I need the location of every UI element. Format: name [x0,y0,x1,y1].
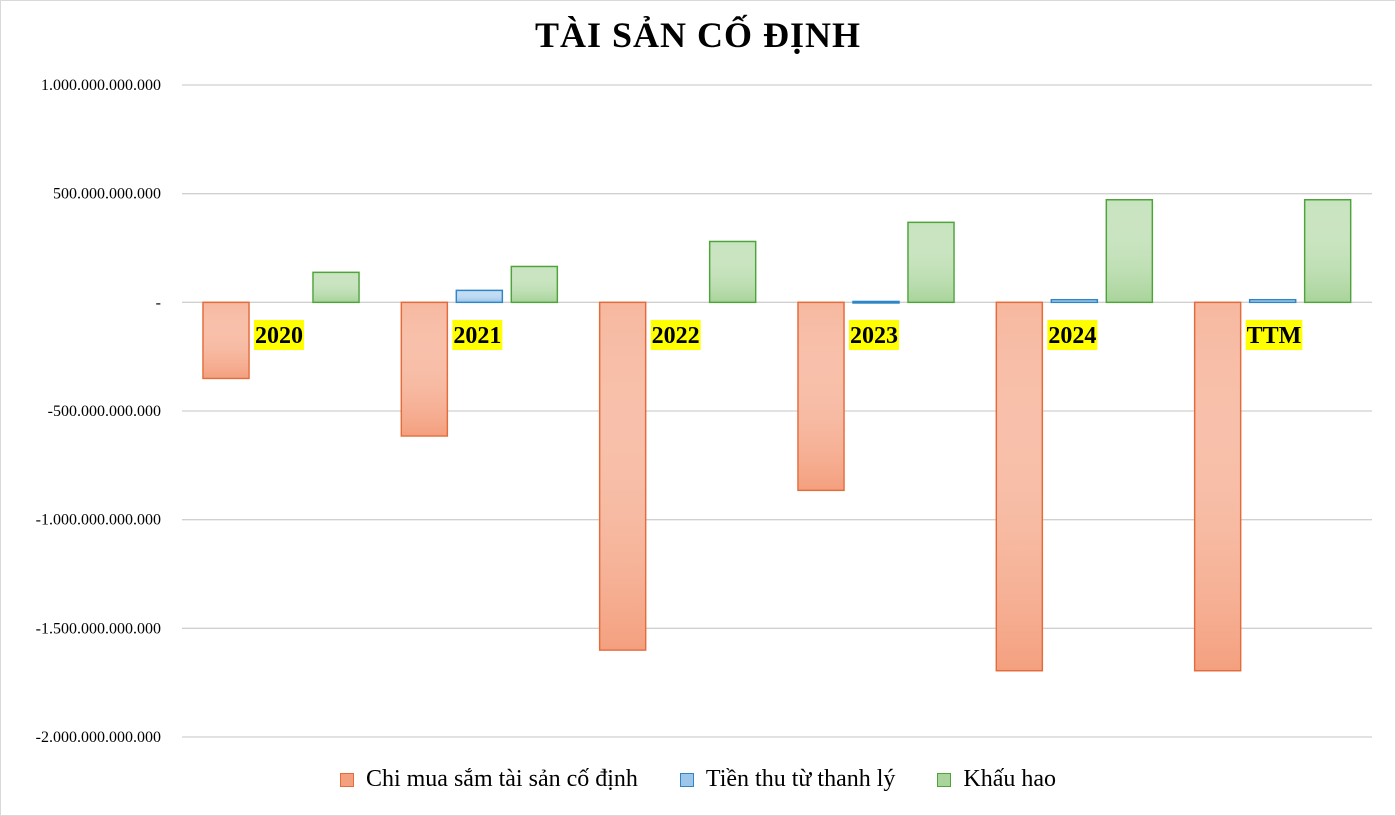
bar-shine-2-2021 [512,267,557,302]
legend-label-disposal: Tiền thu từ thanh lý [705,766,896,792]
category-label-2024: 2024 [1048,323,1096,349]
bar-shine-0-2020 [203,303,249,378]
category-label-bg-2023 [849,320,899,350]
bar-shine-2-2023 [908,223,954,302]
y-tick-label-3: -500.000.000.000 [48,403,161,420]
chart-title: TÀI SẢN CỐ ĐỊNH [534,15,862,55]
category-label-bg-2022 [650,320,701,350]
bar-chart: 1.000.000.000.000 500.000.000.000 - -500.00… [36,77,1372,746]
bar-shine-2-2022 [710,242,755,302]
y-tick-label-5: -1.500.000.000.000 [36,620,161,637]
legend-swatch-purchase [339,772,354,787]
category-label-2020: 2020 [255,323,303,349]
bar-shine-0-2024 [997,303,1042,670]
legend-swatch-disposal [679,772,694,787]
y-tick-label-0: 1.000.000.000.000 [41,77,161,94]
category-label-bg-2020 [254,320,304,350]
bar-1-2023 [852,300,900,304]
category-label-bg-TTM [1245,320,1303,350]
y-tick-label-4: -1.000.000.000.000 [36,512,161,529]
bar-shine-2-2024 [1107,200,1152,302]
category-label-2023: 2023 [850,323,898,349]
category-label-bg-2024 [1047,320,1098,350]
bar-shine-0-TTM [1195,303,1240,670]
legend-item-disposal: Tiền thu từ thanh lý [679,766,896,793]
y-tick-label-2: - [156,294,161,311]
legend-label-purchase: Chi mua sắm tài sản cố định [365,766,638,792]
legend-swatch-depreciation [937,772,952,787]
category-label-2021: 2021 [453,323,501,349]
bar-shine-0-2022 [600,303,645,650]
category-label-2022: 2022 [652,323,700,349]
bar-shine-1-2021 [457,291,502,302]
category-label-bg-2021 [452,320,503,350]
bar-shine-0-2023 [798,303,844,490]
bar-shine-1-2024 [1052,300,1097,302]
bar-shine-1-TTM [1250,300,1295,302]
bar-shine-2-TTM [1305,200,1350,302]
bar-shine-0-2021 [402,303,447,436]
legend: Chi mua sắm tài sản cố định Tiền thu từ … [0,766,1396,793]
y-tick-label-1: 500.000.000.000 [53,186,161,203]
y-tick-label-6: -2.000.000.000.000 [36,729,161,746]
category-label-TTM: TTM [1247,323,1302,349]
legend-item-depreciation: Khấu hao [937,766,1056,793]
bar-shine-2-2020 [313,273,359,302]
legend-label-depreciation: Khấu hao [963,766,1057,792]
legend-item-purchase: Chi mua sắm tài sản cố định [339,766,638,793]
